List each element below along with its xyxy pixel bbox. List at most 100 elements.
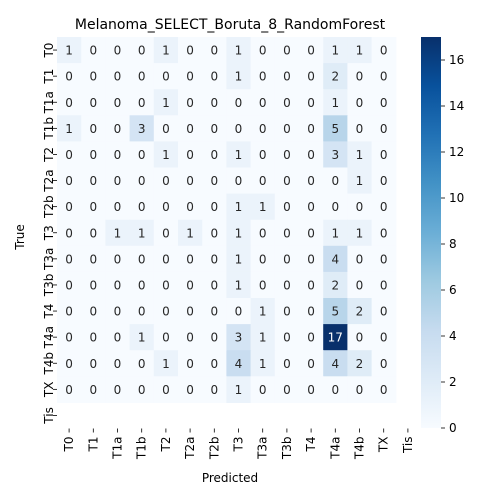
heatmap-cell bbox=[371, 89, 397, 116]
heatmap-cell bbox=[323, 245, 348, 273]
heatmap-cell bbox=[274, 167, 300, 195]
cell-value-label: 0 bbox=[138, 44, 146, 58]
colorbar-tick-label: 6 bbox=[449, 283, 457, 297]
cell-value-label: 0 bbox=[162, 122, 170, 136]
heatmap-cell bbox=[57, 63, 82, 90]
cell-value-label: 0 bbox=[307, 96, 315, 110]
heatmap-cell bbox=[347, 245, 373, 273]
heatmap-cell bbox=[178, 219, 203, 247]
y-tick-label: TX bbox=[42, 382, 56, 399]
cell-value-label: 5 bbox=[331, 122, 339, 136]
heatmap-cell bbox=[129, 271, 155, 299]
heatmap-cell bbox=[371, 167, 397, 195]
colorbar-tick-label: 0 bbox=[449, 421, 457, 435]
heatmap-cell bbox=[347, 193, 373, 221]
heatmap-cell bbox=[178, 324, 203, 351]
x-axis-ticks: T0 T1 T1a T1b T2 T2a T2b T3 T3a T3b T4 T4a T4b TX Tis bbox=[62, 428, 415, 460]
cell-value-label: 0 bbox=[89, 357, 97, 371]
cell-value-label: 0 bbox=[307, 122, 315, 136]
y-axis-label: True bbox=[13, 224, 27, 251]
heatmap-cell bbox=[250, 89, 276, 116]
heatmap-cell bbox=[202, 141, 227, 169]
cell-value-label: 0 bbox=[89, 174, 97, 188]
y-tick-label: T4a bbox=[42, 326, 56, 349]
heatmap-cell bbox=[153, 115, 179, 142]
heatmap-cell bbox=[202, 350, 227, 377]
heatmap-cell bbox=[226, 219, 252, 247]
cell-value-label: 0 bbox=[65, 148, 73, 162]
heatmap-cell bbox=[323, 298, 348, 325]
heatmap-cell bbox=[81, 115, 106, 142]
cell-value-label: 0 bbox=[186, 357, 194, 371]
cell-value-label: 0 bbox=[89, 70, 97, 84]
heatmap-cell bbox=[323, 167, 348, 195]
cell-value-label: 1 bbox=[235, 383, 243, 397]
cell-value-label: 0 bbox=[162, 252, 170, 266]
cell-value-label: 0 bbox=[162, 331, 170, 345]
cell-value-label: 1 bbox=[138, 226, 146, 240]
heatmap-cell bbox=[105, 350, 131, 377]
heatmap-cell bbox=[323, 37, 348, 64]
cell-value-label: 1 bbox=[114, 226, 122, 240]
heatmap-cell bbox=[274, 63, 300, 90]
y-tick-label: T1a bbox=[42, 91, 56, 114]
x-tick-label: T3a bbox=[256, 437, 270, 460]
cell-value-label: 4 bbox=[331, 252, 339, 266]
heatmap-cell bbox=[202, 376, 227, 403]
heatmap-cell bbox=[347, 141, 373, 169]
colorbar-ticks: 0 2 4 6 8 10 12 14 16 bbox=[441, 53, 464, 435]
heatmap-cell bbox=[323, 115, 348, 142]
heatmap-cell bbox=[105, 324, 131, 351]
cell-value-label: 1 bbox=[259, 200, 267, 214]
cell-value-label: 0 bbox=[380, 278, 388, 292]
x-tick-label: T4 bbox=[304, 437, 318, 453]
cell-value-label: 1 bbox=[356, 174, 364, 188]
heatmap-cell bbox=[226, 298, 252, 325]
cell-value-label: 0 bbox=[65, 174, 73, 188]
cell-value-label: 3 bbox=[138, 122, 146, 136]
cell-value-label: 0 bbox=[210, 200, 218, 214]
heatmap-cell bbox=[153, 63, 179, 90]
heatmap-cell bbox=[226, 115, 252, 142]
cell-value-label: 0 bbox=[186, 96, 194, 110]
heatmap-cell bbox=[250, 141, 276, 169]
heatmap-cell bbox=[178, 89, 203, 116]
heatmap-cell bbox=[347, 376, 373, 403]
cell-value-label: 0 bbox=[259, 252, 267, 266]
heatmap-cell bbox=[153, 37, 179, 64]
cell-value-label: 0 bbox=[210, 357, 218, 371]
heatmap-cell bbox=[371, 376, 397, 403]
heatmap-cell bbox=[202, 167, 227, 195]
cell-value-label: 0 bbox=[259, 70, 267, 84]
x-tick-label: T1 bbox=[86, 437, 100, 453]
cell-value-label: 0 bbox=[356, 200, 364, 214]
heatmap-cell bbox=[323, 271, 348, 299]
cell-value-label: 1 bbox=[162, 357, 170, 371]
cell-value-label: 0 bbox=[114, 305, 122, 319]
cell-value-label: 0 bbox=[283, 331, 291, 345]
cell-value-label: 0 bbox=[380, 331, 388, 345]
cell-value-label: 0 bbox=[307, 331, 315, 345]
cell-value-label: 0 bbox=[89, 44, 97, 58]
heatmap-cell bbox=[226, 37, 252, 64]
heatmap-cell bbox=[347, 63, 373, 90]
heatmap-cell bbox=[81, 193, 106, 221]
heatmap-cell bbox=[81, 219, 106, 247]
heatmap-cell-labels: 1 0 0 0 1 0 0 1 0 0 0 1 1 0 0 0 0 0 0 0 0 1 0 0 0 2 0 0 0 0 0 0 1 0 0 0 0 0 0 1… bbox=[65, 44, 387, 397]
x-tick-label: T2 bbox=[159, 437, 173, 453]
heatmap-cell bbox=[371, 350, 397, 377]
cell-value-label: 0 bbox=[356, 331, 364, 345]
cell-value-label: 0 bbox=[380, 122, 388, 136]
colorbar-tick-label: 14 bbox=[449, 99, 464, 113]
cell-value-label: 0 bbox=[210, 383, 218, 397]
heatmap-cell bbox=[57, 115, 82, 142]
heatmap-cell bbox=[274, 298, 300, 325]
cell-value-label: 2 bbox=[356, 305, 364, 319]
heatmap-cell bbox=[371, 115, 397, 142]
cell-value-label: 0 bbox=[380, 226, 388, 240]
heatmap-cell bbox=[299, 245, 324, 273]
cell-value-label: 0 bbox=[65, 96, 73, 110]
cell-value-label: 1 bbox=[162, 96, 170, 110]
heatmap-cell bbox=[129, 298, 155, 325]
cell-value-label: 0 bbox=[65, 305, 73, 319]
